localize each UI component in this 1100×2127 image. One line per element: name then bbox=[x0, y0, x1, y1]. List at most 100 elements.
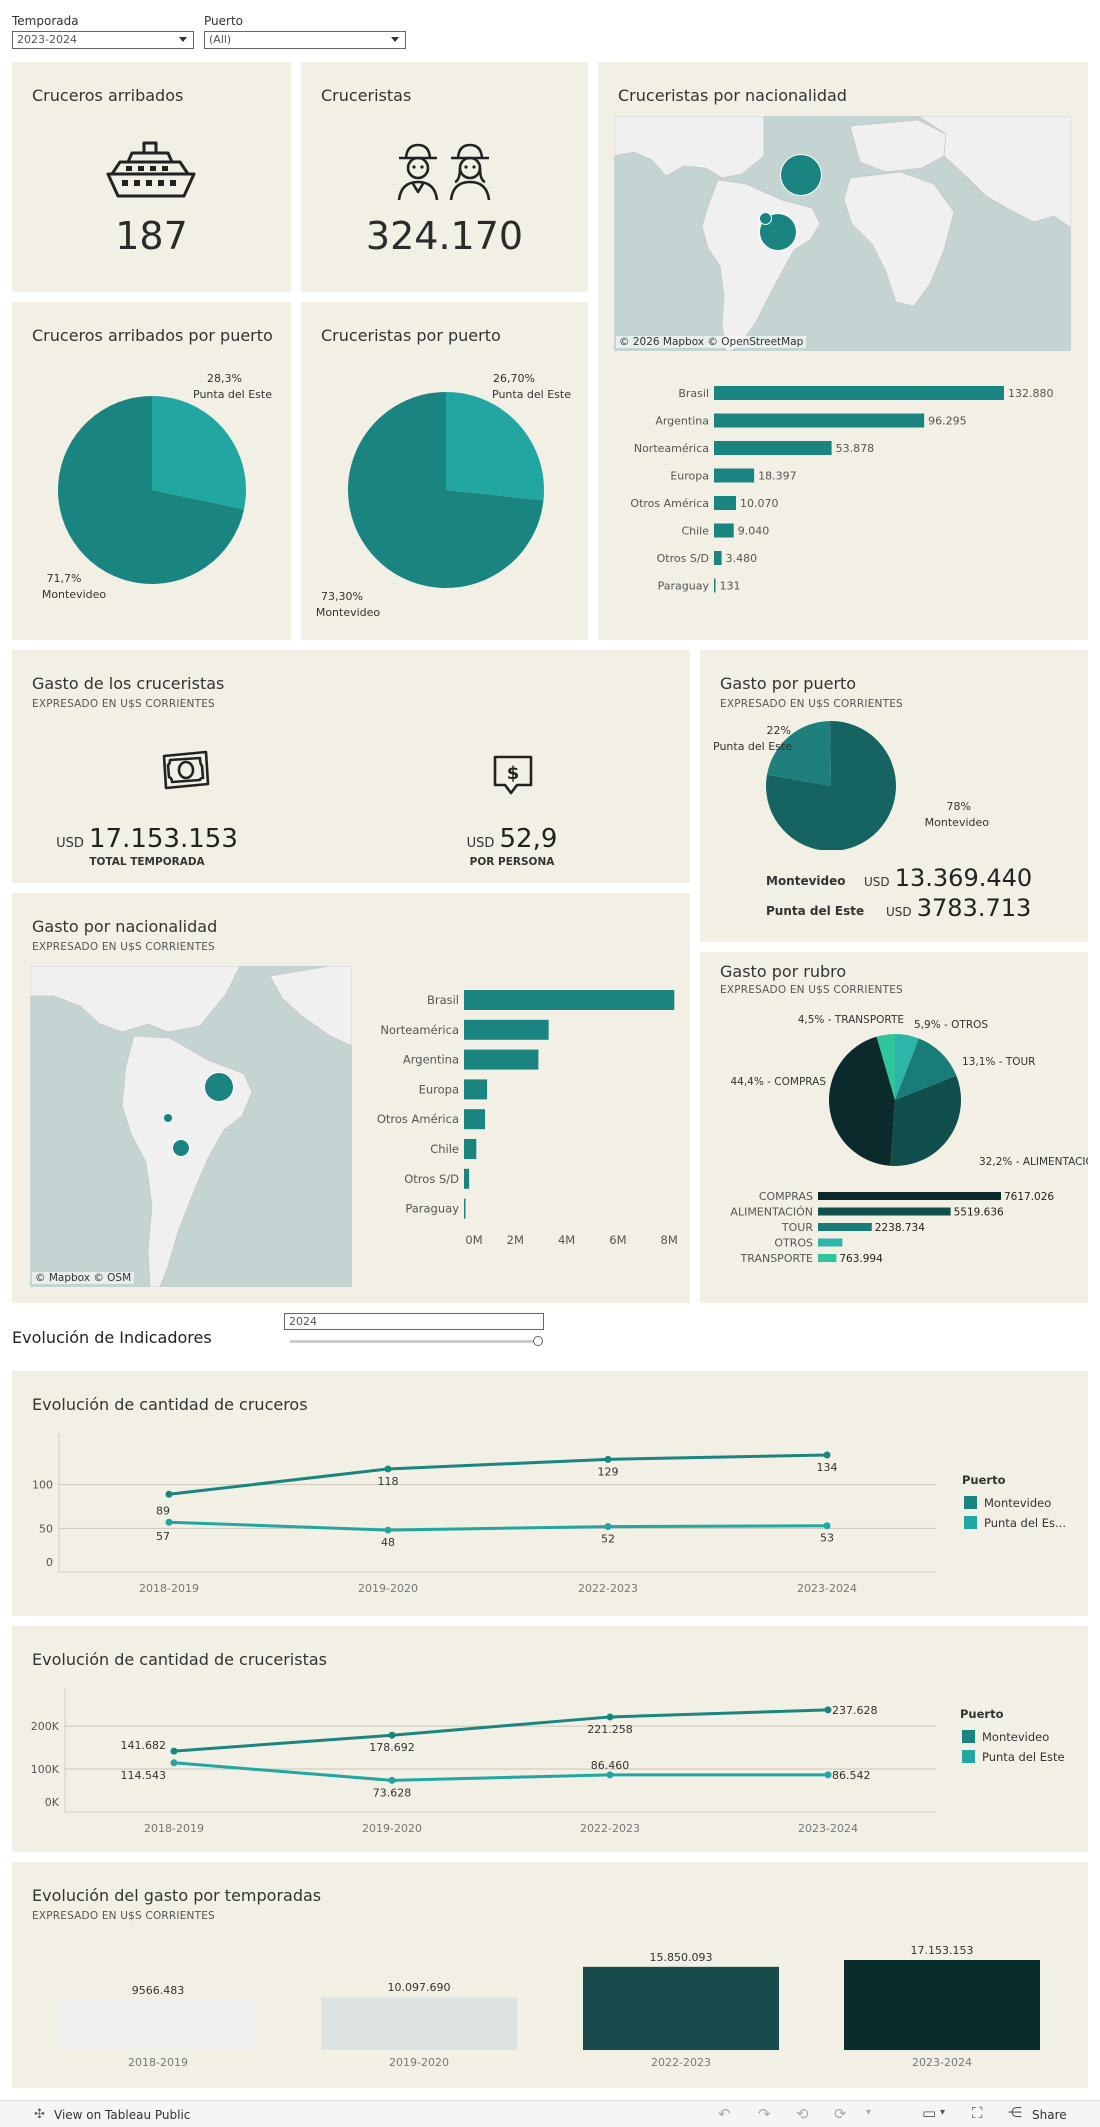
share-icon[interactable]: ⋲ bbox=[1008, 2105, 1022, 2121]
x-tick-label: 2M bbox=[507, 1233, 524, 1247]
x-tick-label: 2019-2020 bbox=[358, 1582, 418, 1595]
world-map[interactable]: © 2026 Mapbox © OpenStreetMap bbox=[614, 116, 1071, 351]
bar-category-label: TOUR bbox=[781, 1221, 813, 1234]
gasto-puerto-value: 3783.713 bbox=[916, 894, 1032, 922]
bar bbox=[714, 441, 832, 455]
pause-chevron-icon[interactable]: ▾ bbox=[866, 2107, 872, 2118]
chevron-down-icon bbox=[391, 37, 399, 42]
evo-cruceristas-panel: Evolución de cantidad de cruceristas 0K 1… bbox=[12, 1626, 1088, 1852]
data-point bbox=[388, 1776, 396, 1784]
kpi-cruceros-title: Cruceros arribados bbox=[32, 86, 184, 105]
gasto-map[interactable]: © Mapbox © OSM bbox=[30, 966, 352, 1287]
x-tick-label: 4M bbox=[558, 1233, 575, 1247]
legend-swatch bbox=[964, 1516, 977, 1529]
bar-category-label: Norteamérica bbox=[380, 1023, 459, 1037]
map-bubble-argentina[interactable] bbox=[172, 1139, 190, 1157]
revert-icon[interactable]: ⟲ bbox=[796, 2105, 809, 2123]
pie-percent-label: 78% bbox=[947, 800, 971, 813]
bar-value-label: 15.850.093 bbox=[650, 1951, 713, 1964]
data-label: 114.543 bbox=[121, 1769, 167, 1782]
map-bubble-paraguay[interactable] bbox=[759, 212, 772, 225]
year-slider-handle[interactable] bbox=[533, 1336, 543, 1346]
gasto-total-label: TOTAL TEMPORADA bbox=[89, 856, 205, 868]
chart-title: Evolución del gasto por temporadas bbox=[32, 1886, 322, 1905]
gasto-puerto-row: USD 13.369.440 bbox=[864, 864, 1032, 892]
gasto-puerto-value: 13.369.440 bbox=[894, 864, 1033, 892]
bar-category-label: ALIMENTACIÓN bbox=[730, 1206, 813, 1219]
pie-label: 44,4% - COMPRAS bbox=[730, 1076, 826, 1088]
bar bbox=[464, 1109, 486, 1130]
map-bubble-argentina[interactable] bbox=[759, 213, 797, 251]
gasto-puerto-currency: USD bbox=[886, 905, 912, 919]
temporada-label: Temporada bbox=[12, 14, 79, 28]
bar-chart-gasto-nacionalidad: Brasil Norteamérica Argentina Europa Otros A… bbox=[377, 990, 678, 1247]
undo-icon[interactable]: ↶ bbox=[718, 2105, 731, 2123]
x-tick-label: 2018-2019 bbox=[128, 2056, 188, 2069]
pie-category-label: Punta del Este bbox=[193, 388, 272, 401]
bar bbox=[464, 1139, 477, 1159]
pie-label: 32,2% - ALIMENTACIÓN bbox=[979, 1155, 1088, 1168]
device-layout-icon[interactable]: ▭ bbox=[922, 2104, 937, 2122]
year-slider-track[interactable] bbox=[290, 1340, 540, 1343]
bar-value-label: 9566.483 bbox=[132, 1984, 185, 1997]
pie-percent-label: 71,7% bbox=[47, 572, 82, 585]
gasto-per-label: POR PERSONA bbox=[469, 856, 555, 868]
kpi-cruceros-value: 187 bbox=[115, 214, 188, 258]
pie-chart-gasto-puerto: 22% Punta del Este 78% Montevideo bbox=[713, 721, 990, 850]
bar bbox=[464, 1079, 488, 1100]
map-bubble-brasil[interactable] bbox=[204, 1072, 234, 1102]
map-bubble-chile[interactable] bbox=[164, 1114, 172, 1122]
x-tick-label: 0M bbox=[465, 1233, 482, 1247]
fullscreen-icon[interactable]: ⛶ bbox=[972, 2104, 983, 2122]
pie-category-label: Montevideo bbox=[42, 588, 107, 601]
chevron-down-icon[interactable]: ▾ bbox=[940, 2107, 946, 2118]
puerto-select[interactable]: (All) bbox=[204, 31, 406, 49]
series-line bbox=[168, 1520, 828, 1532]
bar-category-label: Europa bbox=[670, 470, 709, 483]
pie-chart-cruceros: 28,3% Punta del Este 71,7% Montevideo bbox=[42, 372, 272, 601]
map-bubble-small[interactable] bbox=[807, 182, 811, 186]
map-shapes bbox=[30, 966, 352, 1287]
x-tick-label: 2023-2024 bbox=[912, 2056, 972, 2069]
bar-value-label: 2238.734 bbox=[875, 1222, 925, 1234]
data-point bbox=[824, 1771, 832, 1779]
refresh-icon[interactable]: ⟳ bbox=[834, 2105, 847, 2123]
temporada-select[interactable]: 2023-2024 bbox=[12, 31, 194, 49]
gasto-nacionalidad-panel: Gasto por nacionalidad EXPRESADO EN U$S … bbox=[12, 893, 690, 1303]
bar-value-label: 10.097.690 bbox=[388, 1981, 451, 1994]
map-bubble-brasil[interactable] bbox=[780, 154, 822, 196]
series-line bbox=[168, 1453, 828, 1496]
kpi-cruceristas-panel: Cruceristas 324.170 bbox=[301, 62, 588, 292]
legend-swatch bbox=[962, 1730, 975, 1743]
gasto-rubro-panel: Gasto por rubro EXPRESADO EN U$S CORRIEN… bbox=[700, 952, 1088, 1303]
bar-category-label: Otros S/D bbox=[657, 552, 709, 565]
gasto-puerto-currency: USD bbox=[864, 875, 890, 889]
bar-category-label: COMPRAS bbox=[759, 1190, 813, 1203]
bar-value-label: 53.878 bbox=[836, 442, 875, 455]
year-input[interactable]: 2024 bbox=[284, 1313, 544, 1330]
bar-value-label: 18.397 bbox=[758, 470, 797, 483]
evo-gasto-panel: Evolución del gasto por temporadas EXPRE… bbox=[12, 1862, 1088, 2088]
evo-cruceros-panel: Evolución de cantidad de cruceros 0 50 100… bbox=[12, 1371, 1088, 1616]
gasto-subtitle: EXPRESADO EN U$S CORRIENTES bbox=[32, 698, 215, 710]
bar bbox=[714, 386, 1004, 400]
view-on-tableau-link[interactable]: View on Tableau Public bbox=[54, 2108, 191, 2122]
series-line bbox=[173, 1761, 829, 1782]
pie-slice bbox=[829, 1036, 895, 1166]
bar-category-label: Brasil bbox=[678, 387, 709, 400]
bar bbox=[714, 551, 722, 565]
redo-icon[interactable]: ↷ bbox=[758, 2105, 771, 2123]
pie-label: 13,1% - TOUR bbox=[962, 1056, 1035, 1068]
pie-category-label: Montevideo bbox=[925, 816, 990, 829]
share-button[interactable]: Share bbox=[1032, 2108, 1067, 2122]
bar-category-label: Argentina bbox=[403, 1053, 459, 1067]
map-title: Cruceristas por nacionalidad bbox=[618, 86, 847, 105]
chart-title: Evolución de cantidad de cruceros bbox=[32, 1395, 308, 1414]
cruise-ship-icon bbox=[106, 141, 196, 198]
bar bbox=[818, 1223, 872, 1231]
tableau-logo-icon: ✣ bbox=[34, 2107, 45, 2122]
bar bbox=[714, 523, 734, 538]
data-label: 52 bbox=[601, 1533, 615, 1546]
x-tick-label: 2022-2023 bbox=[578, 1582, 638, 1595]
chart-title: Evolución de cantidad de cruceristas bbox=[32, 1650, 327, 1669]
